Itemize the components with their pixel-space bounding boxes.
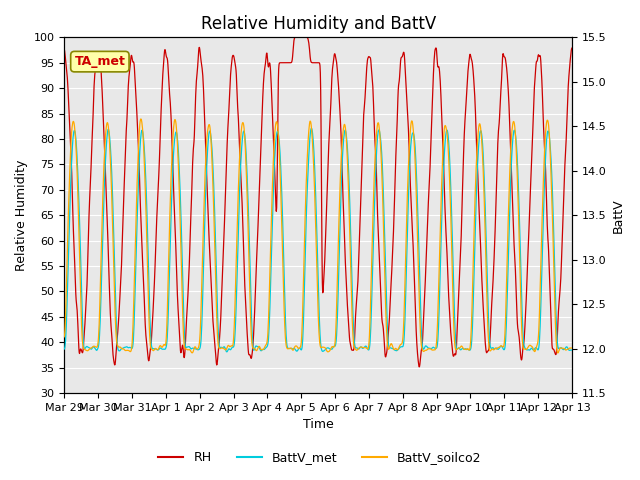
Text: TA_met: TA_met xyxy=(74,55,125,68)
Title: Relative Humidity and BattV: Relative Humidity and BattV xyxy=(200,15,436,33)
Y-axis label: BattV: BattV xyxy=(612,198,625,232)
Y-axis label: Relative Humidity: Relative Humidity xyxy=(15,159,28,271)
X-axis label: Time: Time xyxy=(303,419,333,432)
Legend: RH, BattV_met, BattV_soilco2: RH, BattV_met, BattV_soilco2 xyxy=(154,446,486,469)
